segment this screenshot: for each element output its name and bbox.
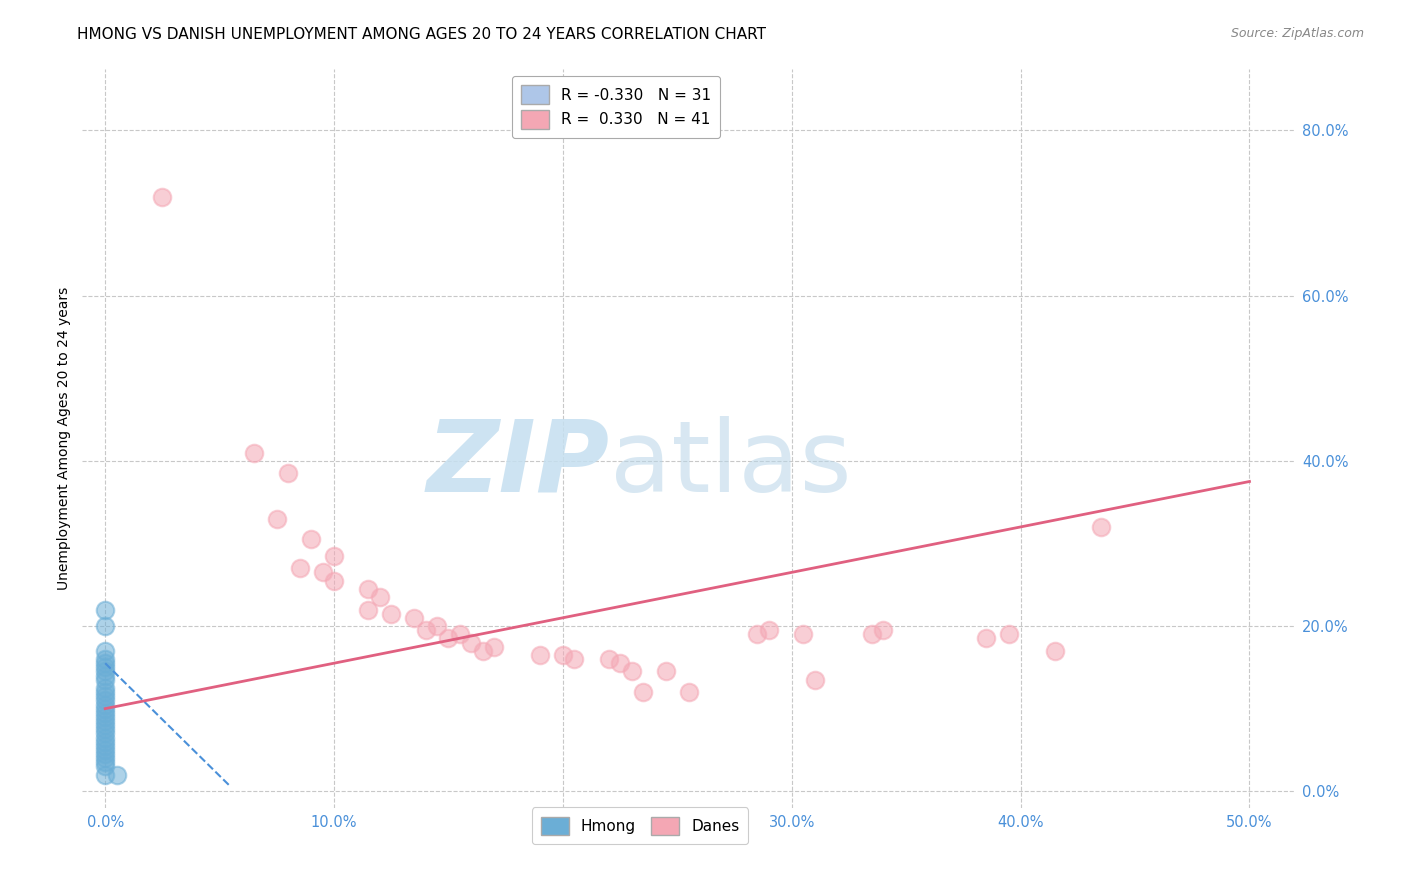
Point bbox=[94, 718, 117, 732]
Point bbox=[415, 623, 437, 637]
Point bbox=[94, 747, 117, 761]
Point bbox=[860, 627, 883, 641]
Text: Source: ZipAtlas.com: Source: ZipAtlas.com bbox=[1230, 27, 1364, 40]
Point bbox=[94, 657, 117, 671]
Point bbox=[94, 759, 117, 773]
Point bbox=[747, 627, 769, 641]
Point bbox=[105, 768, 128, 782]
Point bbox=[94, 619, 117, 633]
Point bbox=[94, 652, 117, 666]
Point bbox=[609, 657, 631, 671]
Point bbox=[620, 665, 643, 679]
Point bbox=[357, 582, 380, 596]
Point bbox=[94, 681, 117, 695]
Point bbox=[94, 644, 117, 658]
Point bbox=[368, 590, 391, 604]
Point bbox=[974, 632, 997, 646]
Y-axis label: Unemployment Among Ages 20 to 24 years: Unemployment Among Ages 20 to 24 years bbox=[58, 286, 72, 590]
Point bbox=[872, 623, 894, 637]
Point bbox=[471, 644, 494, 658]
Text: ZIP: ZIP bbox=[427, 416, 610, 513]
Point bbox=[460, 635, 482, 649]
Point bbox=[323, 574, 346, 588]
Point bbox=[94, 734, 117, 748]
Point bbox=[484, 640, 506, 654]
Point bbox=[655, 665, 678, 679]
Point bbox=[94, 602, 117, 616]
Point bbox=[551, 648, 574, 662]
Point bbox=[311, 566, 333, 580]
Point bbox=[803, 673, 825, 687]
Point bbox=[94, 668, 117, 682]
Point bbox=[94, 726, 117, 740]
Text: atlas: atlas bbox=[610, 416, 852, 513]
Point bbox=[94, 690, 117, 704]
Point bbox=[288, 561, 311, 575]
Point bbox=[94, 756, 117, 770]
Point bbox=[266, 511, 288, 525]
Point bbox=[94, 673, 117, 687]
Point bbox=[1043, 644, 1066, 658]
Point bbox=[94, 723, 117, 737]
Point bbox=[94, 660, 117, 674]
Point bbox=[323, 549, 346, 563]
Point bbox=[380, 607, 402, 621]
Point bbox=[94, 768, 117, 782]
Point bbox=[1090, 520, 1112, 534]
Point bbox=[404, 611, 426, 625]
Point bbox=[562, 652, 585, 666]
Point bbox=[94, 706, 117, 720]
Point bbox=[94, 714, 117, 728]
Point bbox=[94, 731, 117, 745]
Point bbox=[243, 445, 266, 459]
Point bbox=[94, 751, 117, 765]
Point bbox=[94, 710, 117, 724]
Point bbox=[758, 623, 780, 637]
Point bbox=[426, 619, 449, 633]
Point bbox=[94, 739, 117, 753]
Point bbox=[94, 701, 117, 715]
Point bbox=[357, 602, 380, 616]
Text: HMONG VS DANISH UNEMPLOYMENT AMONG AGES 20 TO 24 YEARS CORRELATION CHART: HMONG VS DANISH UNEMPLOYMENT AMONG AGES … bbox=[77, 27, 766, 42]
Point bbox=[277, 467, 299, 481]
Legend: Hmong, Danes: Hmong, Danes bbox=[531, 807, 748, 845]
Point bbox=[631, 685, 654, 699]
Point bbox=[529, 648, 551, 662]
Point bbox=[94, 698, 117, 712]
Point bbox=[598, 652, 620, 666]
Point bbox=[998, 627, 1021, 641]
Point bbox=[792, 627, 814, 641]
Point bbox=[437, 632, 460, 646]
Point bbox=[94, 693, 117, 707]
Point bbox=[299, 533, 322, 547]
Point bbox=[678, 685, 700, 699]
Point bbox=[94, 743, 117, 757]
Point bbox=[94, 665, 117, 679]
Point bbox=[449, 627, 471, 641]
Point bbox=[94, 685, 117, 699]
Point bbox=[150, 189, 173, 203]
